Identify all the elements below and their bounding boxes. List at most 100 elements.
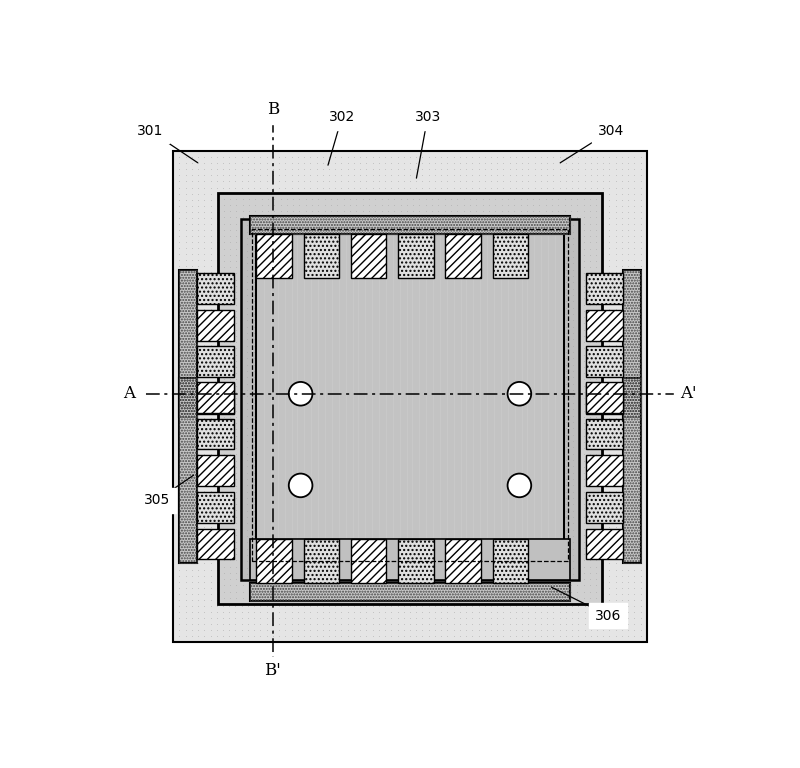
- Point: [254, 226, 266, 238]
- Point: [522, 539, 535, 551]
- Point: [489, 591, 502, 604]
- Point: [286, 346, 298, 358]
- Point: [426, 498, 438, 511]
- Point: [398, 333, 410, 346]
- Point: [285, 399, 298, 412]
- Point: [466, 266, 478, 279]
- Point: [533, 567, 546, 579]
- Point: [350, 561, 362, 574]
- Point: [547, 530, 560, 542]
- Point: [510, 230, 522, 242]
- Point: [322, 382, 335, 394]
- Point: [491, 357, 504, 369]
- Point: [391, 533, 404, 545]
- Point: [566, 449, 578, 461]
- Point: [454, 509, 466, 521]
- Point: [615, 200, 628, 212]
- Point: [470, 455, 482, 467]
- Point: [610, 260, 622, 273]
- Point: [477, 403, 490, 415]
- Point: [281, 442, 294, 454]
- Point: [266, 460, 279, 472]
- Point: [590, 561, 602, 573]
- Point: [419, 339, 432, 352]
- Point: [603, 333, 616, 346]
- Point: [482, 343, 495, 355]
- Point: [566, 397, 579, 409]
- Bar: [197, 455, 234, 486]
- Point: [478, 581, 491, 594]
- Point: [441, 594, 454, 606]
- Point: [432, 261, 445, 273]
- Point: [454, 393, 466, 406]
- Point: [522, 230, 535, 242]
- Point: [539, 461, 552, 473]
- Point: [463, 205, 476, 217]
- Point: [391, 442, 404, 455]
- Point: [230, 505, 242, 517]
- Point: [217, 321, 230, 333]
- Point: [438, 255, 451, 267]
- Point: [394, 543, 407, 555]
- Point: [210, 454, 223, 466]
- Point: [533, 243, 546, 255]
- Point: [342, 581, 354, 594]
- Point: [335, 412, 348, 424]
- Point: [325, 461, 338, 473]
- Point: [366, 315, 379, 327]
- Point: [516, 218, 529, 230]
- Point: [458, 255, 470, 267]
- Point: [388, 353, 401, 365]
- Point: [378, 399, 391, 412]
- Point: [622, 497, 634, 509]
- Point: [422, 581, 435, 594]
- Point: [312, 473, 325, 485]
- Point: [217, 242, 230, 254]
- Point: [547, 568, 560, 581]
- Point: [516, 393, 529, 406]
- Point: [229, 206, 242, 218]
- Point: [304, 315, 317, 327]
- Point: [248, 406, 261, 418]
- Point: [229, 472, 242, 485]
- Point: [578, 564, 591, 576]
- Point: [552, 485, 565, 498]
- Point: [410, 303, 422, 315]
- Point: [578, 406, 591, 418]
- Point: [249, 567, 262, 579]
- Point: [350, 355, 362, 367]
- Point: [310, 399, 323, 412]
- Point: [451, 529, 464, 541]
- Point: [426, 548, 438, 561]
- Point: [266, 371, 279, 383]
- Point: [522, 561, 534, 574]
- Point: [322, 606, 335, 618]
- Point: [528, 151, 541, 164]
- Point: [528, 497, 541, 509]
- Point: [401, 244, 414, 257]
- Point: [445, 397, 458, 409]
- Point: [541, 263, 554, 276]
- Point: [584, 503, 597, 515]
- Point: [192, 357, 205, 369]
- Point: [422, 503, 435, 515]
- Point: [521, 323, 534, 336]
- Point: [298, 418, 310, 430]
- Point: [610, 321, 622, 333]
- Point: [260, 460, 273, 472]
- Point: [534, 521, 547, 533]
- Point: [204, 388, 217, 400]
- Point: [463, 217, 476, 230]
- Point: [503, 260, 516, 273]
- Point: [553, 266, 566, 279]
- Point: [224, 554, 237, 567]
- Point: [378, 242, 391, 254]
- Point: [311, 505, 324, 517]
- Point: [403, 460, 416, 472]
- Point: [472, 618, 485, 631]
- Point: [628, 575, 641, 588]
- Point: [472, 181, 485, 194]
- Point: [470, 255, 482, 267]
- Point: [366, 491, 379, 503]
- Point: [369, 270, 382, 282]
